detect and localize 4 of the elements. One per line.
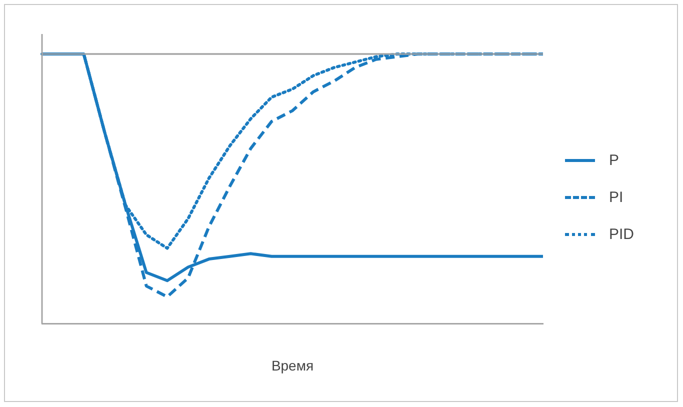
x-axis-title: Время (271, 357, 314, 374)
legend-label: PI (609, 189, 624, 206)
legend-label: P (609, 152, 620, 169)
legend-label: PID (609, 226, 634, 243)
